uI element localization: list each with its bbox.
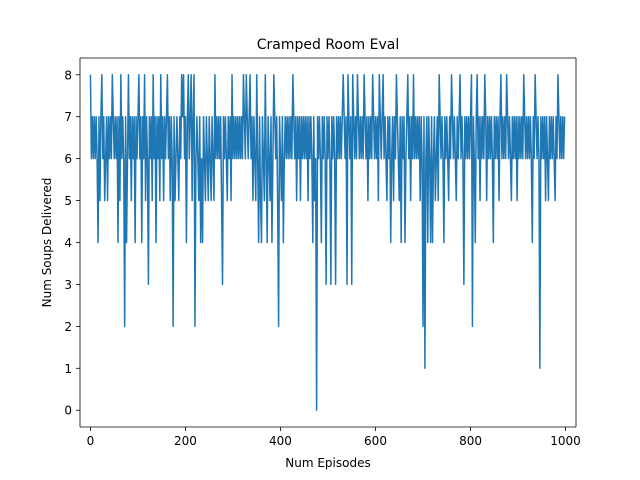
x-tick-label: 600 — [364, 434, 387, 448]
x-tick-label: 0 — [87, 434, 95, 448]
y-tick-label: 1 — [64, 362, 72, 376]
y-tick-label: 3 — [64, 278, 72, 292]
x-tick-label: 400 — [269, 434, 292, 448]
x-axis-ticks: 0 200 400 600 800 1000 — [87, 427, 581, 448]
y-tick-label: 5 — [64, 194, 72, 208]
chart-title: Cramped Room Eval — [257, 37, 400, 53]
x-tick-label: 800 — [459, 434, 482, 448]
x-tick-label: 1000 — [550, 434, 581, 448]
y-axis-ticks: 0 1 2 3 4 5 6 7 8 — [64, 68, 80, 418]
y-axis-label: Num Soups Delivered — [40, 178, 54, 308]
x-axis-label: Num Episodes — [285, 456, 370, 470]
y-tick-label: 2 — [64, 320, 72, 334]
y-tick-label: 4 — [64, 236, 72, 250]
y-tick-label: 7 — [64, 110, 72, 124]
y-tick-label: 6 — [64, 152, 72, 166]
series-layer — [89, 74, 566, 411]
x-tick-label: 200 — [174, 434, 197, 448]
y-tick-label: 0 — [64, 404, 72, 418]
y-tick-label: 8 — [64, 68, 72, 82]
series-line-0 — [89, 74, 566, 411]
